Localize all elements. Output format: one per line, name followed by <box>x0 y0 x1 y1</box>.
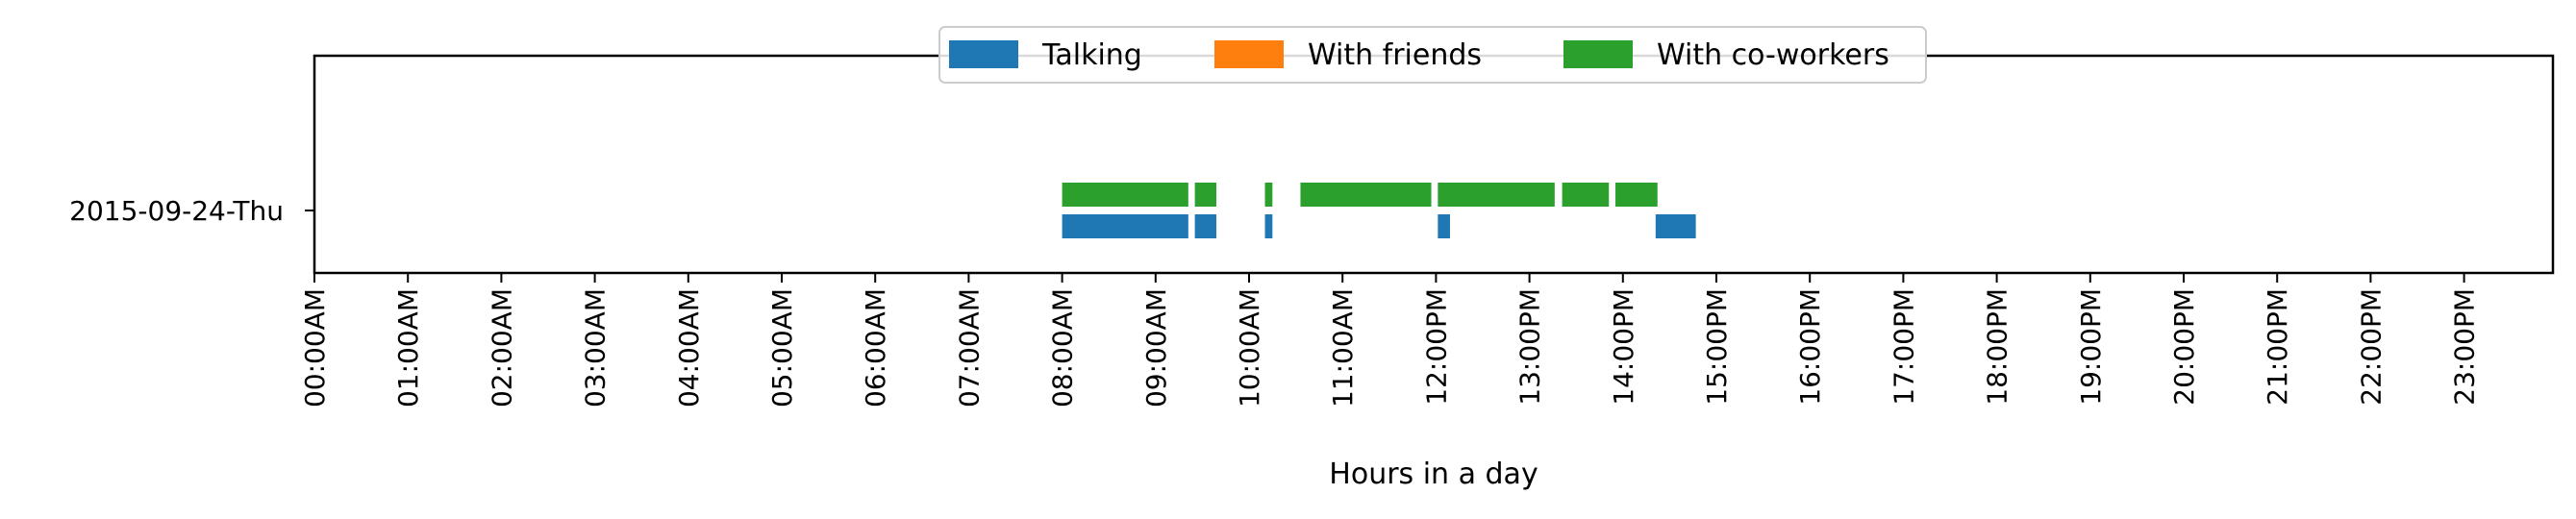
activity-bar <box>1438 214 1450 238</box>
x-axis-label: Hours in a day <box>1329 457 1538 491</box>
plot-area <box>313 54 2555 275</box>
x-tick-label: 10:00AM <box>1234 288 1265 408</box>
x-tick-label: 03:00AM <box>580 288 612 408</box>
legend-swatch <box>1563 40 1633 68</box>
activity-bar <box>1062 183 1188 207</box>
activity-bar <box>1438 183 1555 207</box>
legend-swatch <box>1214 40 1284 68</box>
x-axis: 00:00AM 01:00AM 02:00AM 03:00AM 04:00AM 05:00… <box>299 273 2481 408</box>
activity-bars <box>1062 183 1696 238</box>
y-tick-label: 2015-09-24-Thu <box>69 195 284 227</box>
x-tick-label: 04:00AM <box>673 288 705 408</box>
activity-bar <box>1264 214 1273 238</box>
x-tick-label: 16:00PM <box>1794 288 1826 406</box>
activity-bar <box>1264 183 1273 207</box>
x-tick-label: 11:00AM <box>1327 288 1359 408</box>
activity-bar <box>1562 183 1610 207</box>
legend-label: With co-workers <box>1657 38 1889 72</box>
activity-bar <box>1194 183 1216 207</box>
x-tick-label: 13:00PM <box>1514 288 1546 406</box>
legend-label: Talking <box>1041 38 1142 72</box>
x-tick-label: 00:00AM <box>299 288 331 408</box>
legend: Talking With friends With co-workers <box>938 26 1927 84</box>
x-tick-label: 06:00AM <box>860 288 891 408</box>
legend-swatch <box>949 40 1018 68</box>
x-tick-label: 05:00AM <box>766 288 798 408</box>
x-tick-label: 07:00AM <box>953 288 985 408</box>
x-tick-label: 17:00PM <box>1888 288 1919 406</box>
x-tick-label: 01:00AM <box>392 288 424 408</box>
activity-bar <box>1062 214 1188 238</box>
activity-bar <box>1615 183 1658 207</box>
x-tick-label: 21:00PM <box>2262 288 2293 406</box>
x-tick-label: 15:00PM <box>1701 288 1733 406</box>
x-tick-label: 02:00AM <box>486 288 517 408</box>
x-tick-label: 22:00PM <box>2355 288 2387 406</box>
x-tick-label: 19:00PM <box>2075 288 2107 406</box>
x-tick-label: 12:00PM <box>1420 288 1452 406</box>
x-tick-label: 18:00PM <box>1982 288 2013 406</box>
x-tick-label: 09:00AM <box>1140 288 1172 408</box>
legend-label: With friends <box>1308 38 1482 72</box>
x-tick-label: 20:00PM <box>2168 288 2200 406</box>
legend-frame <box>938 26 1927 84</box>
activity-bar <box>1300 183 1432 207</box>
y-axis: 2015-09-24-Thu <box>69 195 314 227</box>
legend-items: Talking With friends With co-workers <box>949 38 1889 72</box>
x-tick-label: 14:00PM <box>1608 288 1639 406</box>
activity-bar <box>1194 214 1216 238</box>
x-tick-label: 23:00PM <box>2449 288 2481 406</box>
activity-bar <box>1655 214 1696 238</box>
plot-frame <box>313 54 2555 275</box>
x-tick-label: 08:00AM <box>1047 288 1079 408</box>
